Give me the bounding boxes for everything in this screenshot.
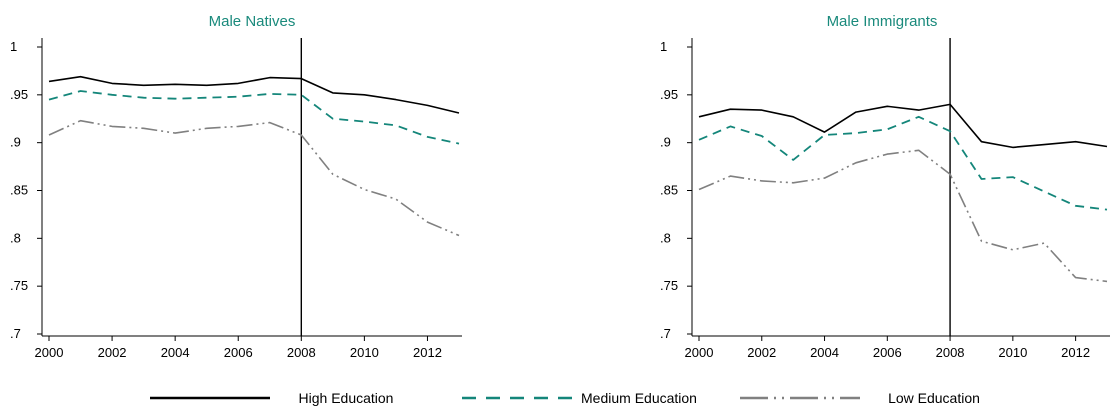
legend-label-low: Low Education — [888, 390, 980, 406]
y-tick-label: .7 — [10, 326, 21, 341]
x-tick-label: 2012 — [413, 345, 442, 360]
y-tick-label: .9 — [10, 135, 21, 150]
x-tick-label: 2010 — [998, 345, 1027, 360]
series-line-low — [48, 119, 460, 237]
y-tick-label: .8 — [660, 230, 671, 245]
x-tick-label: 2004 — [161, 345, 190, 360]
series-line-high — [698, 103, 1108, 149]
x-tick-label: 2010 — [350, 345, 379, 360]
x-tick-label: 2008 — [936, 345, 965, 360]
panel-1: Male Natives 1 .95 .9 .85 .8 .75 .7 2000 2002 2004… — [10, 13, 462, 360]
x-tick-label: 2002 — [98, 345, 127, 360]
panel-2: Male Immigrants 1 .95 .9 .85 .8 .75 .7 2000 2002 2… — [660, 13, 1110, 360]
x-tick-label: 2008 — [287, 345, 316, 360]
y-tick-label: 1 — [10, 39, 17, 54]
series-line-medium — [48, 90, 460, 145]
panel-title: Male Natives — [209, 13, 296, 30]
panel-title: Male Immigrants — [827, 13, 938, 30]
y-tick-label: 1 — [660, 39, 667, 54]
legend-label-medium: Medium Education — [581, 390, 697, 406]
x-tick-label: 2006 — [224, 345, 253, 360]
series-line-low — [698, 149, 1108, 283]
y-tick-label: .85 — [660, 183, 678, 198]
x-tick-label: 2012 — [1061, 345, 1090, 360]
y-tick-label: .95 — [10, 87, 28, 102]
series-line-high — [48, 75, 460, 114]
series-line-medium — [698, 115, 1108, 211]
y-tick-label: .9 — [660, 135, 671, 150]
x-tick-label: 2006 — [873, 345, 902, 360]
legend-label-high: High Education — [299, 390, 394, 406]
x-tick-label: 2000 — [35, 345, 64, 360]
x-tick-label: 2004 — [810, 345, 839, 360]
x-tick-label: 2000 — [685, 345, 714, 360]
y-tick-label: .7 — [660, 326, 671, 341]
y-tick-label: .75 — [10, 278, 28, 293]
y-tick-label: .75 — [660, 278, 678, 293]
y-tick-label: .95 — [660, 87, 678, 102]
x-tick-label: 2002 — [747, 345, 776, 360]
y-tick-label: .8 — [10, 230, 21, 245]
y-tick-label: .85 — [10, 183, 28, 198]
legend: High Education Medium Education Low Educat… — [150, 390, 980, 406]
